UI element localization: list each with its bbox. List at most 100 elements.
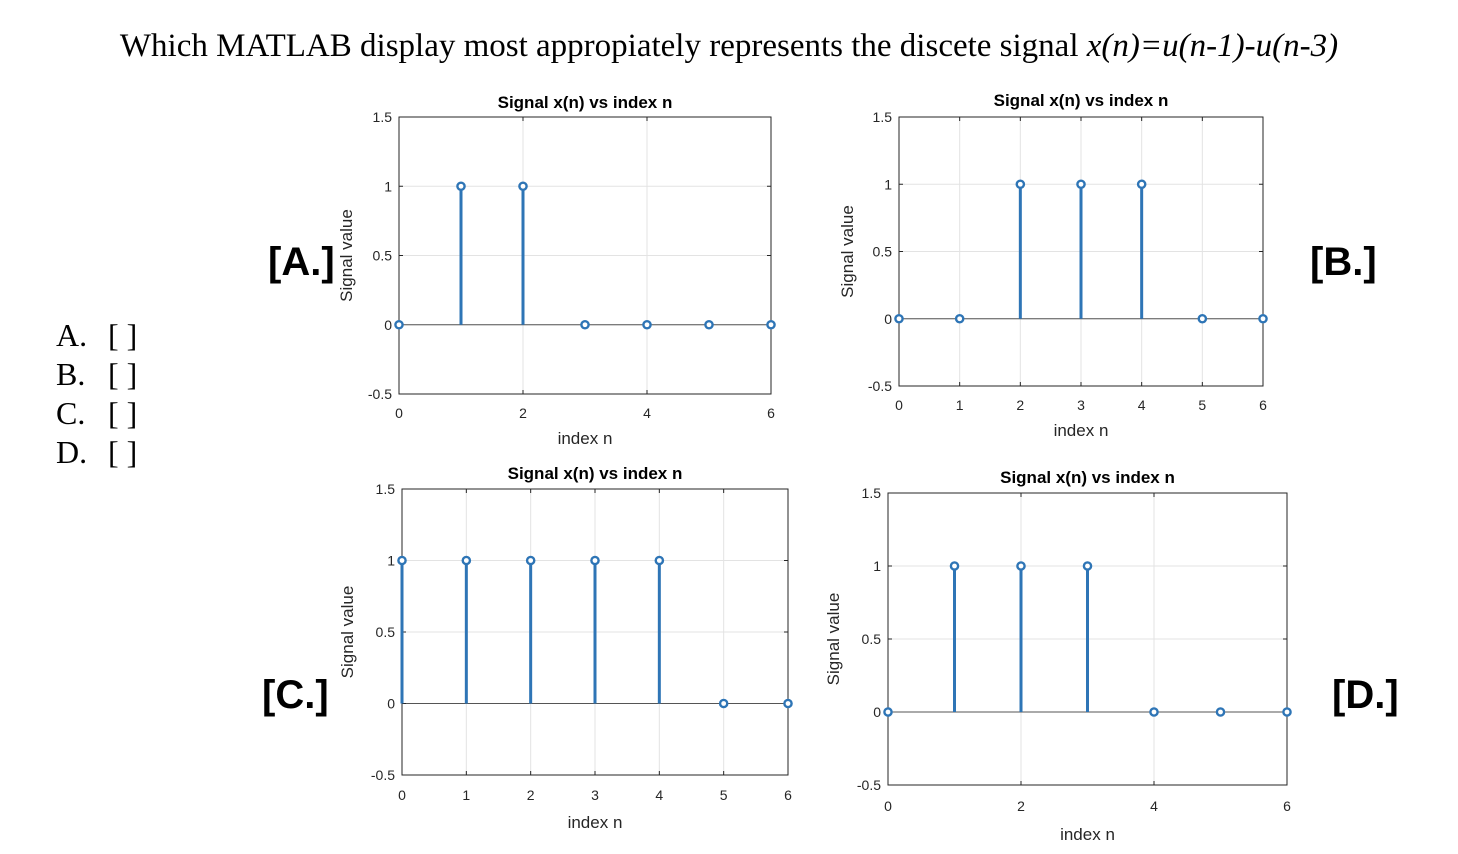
chart-title: Signal x(n) vs index n	[994, 91, 1169, 110]
y-tick-label: 1	[387, 553, 395, 569]
stem-marker	[1215, 707, 1226, 717]
y-tick-label: 1.5	[373, 109, 393, 125]
choice-checkbox[interactable]: [ ]	[108, 395, 138, 431]
x-tick-label: 2	[527, 787, 535, 803]
y-tick-label: 0	[387, 696, 395, 712]
y-tick-label: 0	[384, 317, 392, 333]
stem-marker	[590, 555, 600, 566]
x-tick-label: 1	[462, 787, 470, 803]
panel-label-d: [D.]	[1332, 673, 1399, 717]
stem-marker	[525, 555, 536, 566]
x-tick-label: 0	[884, 798, 892, 814]
x-axis-label: index n	[1060, 825, 1115, 844]
stem-marker	[1082, 561, 1093, 571]
x-tick-label: 2	[1016, 397, 1024, 413]
stem-marker	[518, 181, 528, 192]
stem-marker	[654, 555, 665, 566]
stem-marker	[1197, 313, 1208, 324]
stem-marker	[1015, 179, 1026, 190]
x-tick-label: 5	[1198, 397, 1206, 413]
choice-checkbox[interactable]: [ ]	[108, 356, 138, 392]
y-tick-label: 0.5	[373, 248, 393, 264]
x-axis-label: index n	[568, 813, 623, 832]
x-tick-label: 3	[1077, 397, 1085, 413]
panel-label-b: [B.]	[1310, 240, 1377, 284]
stem-marker	[1016, 561, 1026, 571]
y-tick-label: 1	[384, 178, 392, 194]
question-text: Which MATLAB display most appropiately r…	[0, 28, 1458, 65]
choice-c[interactable]: C. [ ]	[56, 394, 148, 433]
x-tick-label: 6	[1259, 397, 1267, 413]
y-tick-label: 1.5	[862, 485, 882, 501]
choice-letter: A.	[56, 317, 88, 353]
stem-marker	[718, 698, 729, 709]
y-tick-label: 1	[873, 558, 881, 574]
stem-marker	[766, 319, 776, 330]
choice-letter: B.	[56, 356, 86, 392]
stem-marker	[1149, 707, 1159, 717]
chart-title: Signal x(n) vs index n	[498, 93, 673, 112]
chart-title: Signal x(n) vs index n	[1000, 468, 1175, 487]
y-axis-label: Signal value	[338, 586, 357, 679]
choice-letter: C.	[56, 395, 86, 431]
stem-marker	[954, 313, 965, 324]
y-tick-label: 0.5	[862, 631, 882, 647]
panel-label-a: [A.]	[268, 240, 335, 284]
stem-marker	[397, 555, 407, 566]
x-tick-label: 4	[643, 405, 651, 421]
stem-marker	[894, 313, 904, 324]
stem-marker	[580, 319, 590, 330]
x-axis-label: index n	[558, 429, 613, 448]
y-tick-label: -0.5	[868, 378, 892, 394]
stem-marker	[1076, 179, 1086, 190]
y-tick-label: 0	[884, 311, 892, 327]
stem-marker	[1258, 313, 1268, 324]
x-tick-label: 0	[895, 397, 903, 413]
x-tick-label: 0	[395, 405, 403, 421]
y-axis-label: Signal value	[824, 593, 843, 686]
y-tick-label: 1.5	[873, 109, 893, 125]
x-tick-label: 6	[1283, 798, 1291, 814]
y-tick-label: 1	[884, 176, 892, 192]
stem-marker	[704, 319, 714, 330]
choice-b[interactable]: B. [ ]	[56, 355, 148, 394]
x-tick-label: 2	[1017, 798, 1025, 814]
x-tick-label: 0	[398, 787, 406, 803]
x-tick-label: 3	[591, 787, 599, 803]
y-tick-label: -0.5	[857, 777, 881, 793]
question-prefix: Which MATLAB display most appropiately r…	[119, 28, 1087, 64]
stem-marker	[461, 555, 472, 566]
y-tick-label: 0.5	[873, 244, 893, 260]
y-axis-label: Signal value	[337, 209, 356, 302]
y-tick-label: 0.5	[376, 624, 396, 640]
x-tick-label: 4	[655, 787, 663, 803]
choice-checkbox[interactable]: [ ]	[108, 434, 138, 470]
x-tick-label: 2	[519, 405, 527, 421]
y-tick-label: 0	[873, 704, 881, 720]
panel-label-c: [C.]	[262, 673, 329, 717]
stem-marker	[456, 181, 466, 192]
choice-checkbox[interactable]: [ ]	[108, 317, 138, 353]
choice-letter: D.	[56, 434, 88, 470]
x-tick-label: 4	[1150, 798, 1158, 814]
choice-a[interactable]: A. [ ]	[56, 316, 148, 355]
stem-marker	[394, 319, 404, 330]
y-tick-label: 1.5	[376, 481, 396, 497]
stem-marker	[642, 319, 652, 330]
x-tick-label: 1	[956, 397, 964, 413]
y-axis-label: Signal value	[838, 205, 857, 298]
stem-marker	[1282, 707, 1292, 717]
x-tick-label: 6	[784, 787, 792, 803]
stem-marker	[783, 698, 793, 709]
chart-title: Signal x(n) vs index n	[508, 464, 683, 483]
x-tick-label: 6	[767, 405, 775, 421]
x-axis-label: index n	[1054, 421, 1109, 440]
answer-choices: A. [ ] B. [ ] C. [ ] D. [ ]	[56, 316, 148, 472]
stem-marker	[883, 707, 893, 717]
y-tick-label: -0.5	[368, 386, 392, 402]
choice-d[interactable]: D. [ ]	[56, 433, 148, 472]
